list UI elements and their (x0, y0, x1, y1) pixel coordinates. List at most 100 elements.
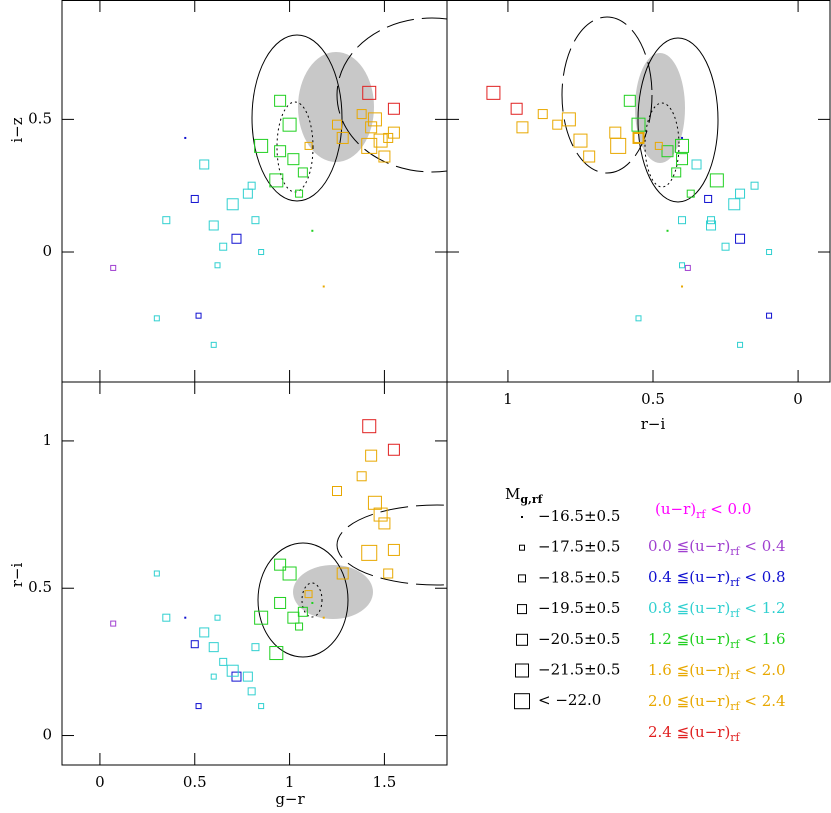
point (678, 216, 687, 225)
point (387, 543, 400, 556)
y-tick-label: 1 (42, 431, 52, 449)
point (219, 242, 228, 251)
point (311, 229, 314, 232)
point (737, 341, 744, 348)
point (214, 262, 221, 269)
point (516, 121, 529, 134)
legend-text: rf (730, 607, 740, 620)
legend-text: rf (696, 508, 706, 521)
point (681, 136, 684, 139)
point (367, 112, 382, 127)
point (110, 264, 117, 271)
point (247, 181, 256, 190)
point (153, 570, 160, 577)
point (322, 616, 325, 619)
x-tick-label: 1 (285, 773, 295, 791)
legend-label: 1.6 ≦(u−r)rf < 2.0 (648, 661, 786, 682)
point (190, 194, 199, 203)
point (362, 85, 377, 100)
point (226, 198, 239, 211)
point (676, 153, 689, 166)
legend-text: rf (730, 638, 740, 651)
legend-label: −17.5±0.5 (538, 538, 620, 556)
point (387, 126, 400, 139)
x-axis-label: r−i (641, 415, 666, 433)
point (666, 229, 669, 232)
point (378, 150, 391, 163)
point (686, 189, 695, 198)
legend-label: 1.2 ≦(u−r)rf < 1.6 (648, 630, 786, 651)
legend-label: −21.5±0.5 (538, 661, 620, 679)
legend-text: 1.2 ≦(u−r) (648, 630, 730, 648)
legend-label: < −22.0 (538, 691, 601, 709)
point (274, 145, 287, 158)
point (671, 167, 682, 178)
point (336, 131, 349, 144)
legend-marker (515, 663, 529, 678)
legend-marker (518, 574, 526, 583)
point (387, 102, 400, 115)
point (362, 419, 377, 434)
legend-label: −19.5±0.5 (538, 599, 620, 617)
legend-text: (u−r) (655, 500, 696, 518)
legend-label: −18.5±0.5 (538, 568, 620, 586)
point (210, 673, 217, 680)
model-regions (251, 17, 447, 202)
legend-text: rf (730, 545, 740, 558)
legend-marker (516, 633, 528, 646)
point (295, 189, 304, 198)
point (537, 109, 548, 120)
point (633, 132, 644, 143)
point (561, 112, 576, 127)
point (766, 312, 773, 319)
point (199, 627, 210, 638)
point (707, 216, 716, 225)
legend-text: < 0.4 (740, 537, 786, 555)
point (654, 141, 663, 150)
point (367, 495, 382, 510)
point (274, 94, 287, 107)
legend-text: rf (730, 700, 740, 713)
x-tick-label: 0.5 (641, 390, 665, 408)
point (684, 264, 691, 271)
point (378, 517, 391, 530)
point (153, 315, 160, 322)
point (709, 173, 724, 188)
point (242, 671, 253, 682)
point (373, 507, 388, 522)
point (274, 596, 287, 609)
point (254, 138, 269, 153)
legend-text: 0.4 ≦(u−r) (648, 568, 730, 586)
legend-text: rf (730, 669, 740, 682)
point (247, 687, 256, 696)
point (269, 173, 284, 188)
point (274, 558, 287, 571)
point (583, 150, 596, 163)
point (254, 610, 269, 625)
point (365, 449, 378, 462)
point (735, 188, 746, 199)
point (322, 285, 325, 288)
legend-text: < 1.2 (740, 599, 786, 617)
point (766, 249, 773, 256)
legend-text: < 0.0 (705, 500, 751, 518)
model-regions (561, 16, 719, 203)
point (728, 198, 741, 211)
point (226, 664, 239, 677)
legend-text: < 2.4 (740, 692, 786, 710)
legend-text: < 1.6 (740, 630, 786, 648)
point (356, 471, 367, 482)
legend-text: < 0.8 (740, 568, 786, 586)
point (258, 249, 265, 256)
point (184, 616, 187, 619)
legend-text: 2.0 ≦(u−r) (648, 692, 730, 710)
point (311, 601, 314, 604)
legend-marker (514, 693, 530, 710)
point (691, 159, 702, 170)
y-axis-label: i−z (8, 117, 26, 142)
point (251, 643, 260, 652)
point (735, 233, 746, 244)
model-regions (257, 504, 447, 658)
legend-text: 0.0 ≦(u−r) (648, 537, 730, 555)
